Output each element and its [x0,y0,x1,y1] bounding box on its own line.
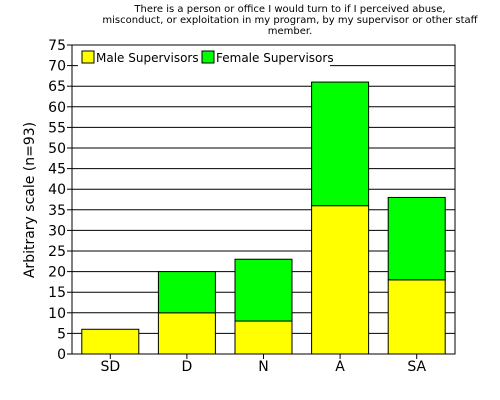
y-tick-label: 65 [48,79,66,95]
bar-segment-SD-series-0 [81,328,140,355]
y-tick-label: 25 [48,244,66,260]
legend-swatch [81,50,95,64]
bar-segment-D-series-0 [157,312,216,355]
chart-title-line-2: misconduct, or exploitation in my progra… [102,15,478,26]
y-axis-label: Arbitrary scale (n=93) [22,122,38,278]
bar-segment-N-series-0 [234,320,293,355]
y-tick-label: 20 [48,265,66,281]
bar-segment-N-series-1 [234,258,293,322]
legend-swatch [201,50,215,64]
y-tick-label: 30 [48,223,66,239]
x-tick-label: N [258,359,268,375]
legend-label: Female Supervisors [216,51,334,65]
legend: Male Supervisors Female Supervisors [78,48,334,68]
legend-label: Male Supervisors [96,51,199,65]
bar-segment-SA-series-1 [387,196,446,281]
y-tick-label: 0 [57,347,66,363]
y-tick-label: 75 [48,38,66,54]
y-tick-label: 10 [48,306,66,322]
bar-segment-A-series-0 [311,205,370,355]
bar-segment-D-series-1 [157,271,216,314]
y-tick-label: 60 [48,100,66,116]
y-tick-label: 40 [48,182,66,198]
bars [81,81,446,355]
chart-title-line-3: member. [267,26,313,37]
x-tick-label: SA [407,359,426,375]
x-tick-label: SD [100,359,120,375]
x-axis-ticks: SD D N A SA [100,354,426,375]
x-tick-label: D [182,359,193,375]
y-tick-label: 5 [57,326,66,342]
y-tick-label: 35 [48,203,66,219]
y-tick-label: 15 [48,285,66,301]
y-tick-label: 70 [48,59,66,75]
y-tick-label: 45 [48,162,66,178]
y-axis-ticks: 0 5 10 15 20 25 30 35 40 45 50 55 60 65 70 75 [48,38,72,363]
chart-title-line-1: There is a person or office I would turn… [134,4,446,15]
y-tick-label: 55 [48,120,66,136]
y-tick-label: 50 [48,141,66,157]
bar-segment-A-series-1 [311,81,370,207]
x-tick-label: A [335,359,345,375]
bar-segment-SA-series-0 [387,279,446,355]
